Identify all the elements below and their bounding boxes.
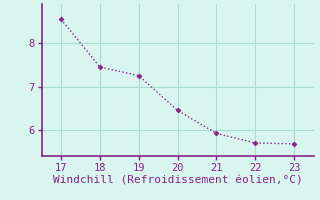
X-axis label: Windchill (Refroidissement éolien,°C): Windchill (Refroidissement éolien,°C) [53, 176, 302, 186]
